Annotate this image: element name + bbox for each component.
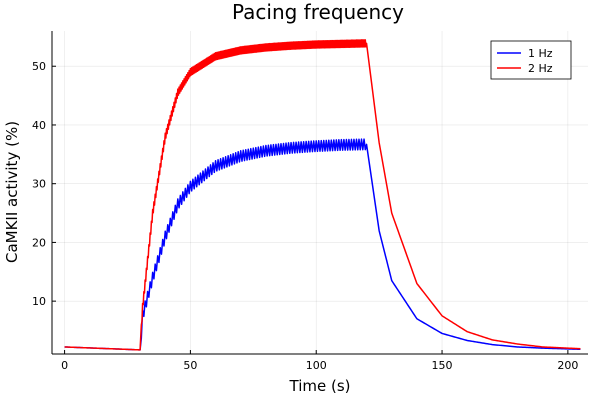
y-tick-label: 10 (32, 295, 46, 308)
series-layer (64, 39, 581, 351)
legend-box (490, 40, 572, 80)
chart-title: Pacing frequency (232, 0, 404, 24)
x-tick-label: 100 (306, 359, 327, 372)
y-tick-label: 40 (32, 119, 46, 132)
x-tick-label: 150 (432, 359, 453, 372)
y-tick-label: 50 (32, 60, 46, 73)
grid (52, 31, 588, 354)
x-axis-label: Time (s) (289, 377, 351, 395)
x-tick-label: 200 (557, 359, 578, 372)
legend-label: 1 Hz (528, 47, 553, 60)
series-line-1hz (64, 138, 581, 351)
legend: 1 Hz 2 Hz (490, 40, 572, 80)
series-line-2hz (64, 39, 581, 351)
x-tick-label: 50 (183, 359, 197, 372)
y-axis-label: CaMKII activity (%) (3, 121, 21, 263)
legend-label: 2 Hz (528, 62, 553, 75)
y-tick-label: 20 (32, 236, 46, 249)
y-tick-label: 30 (32, 178, 46, 191)
axes: 0 50 100 150 200 10 20 30 40 50 (32, 31, 588, 372)
x-tick-label: 0 (61, 359, 68, 372)
